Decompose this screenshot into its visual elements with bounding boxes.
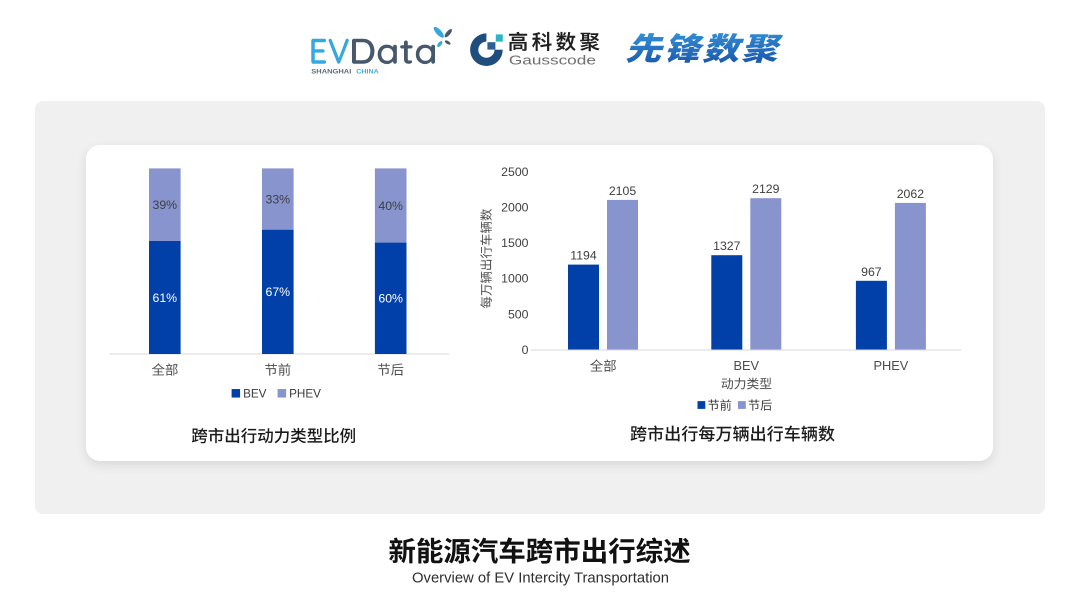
svg-text:0: 0 (522, 343, 529, 357)
svg-text:2500: 2500 (501, 165, 529, 179)
svg-text:BEV: BEV (243, 387, 267, 400)
svg-text:39%: 39% (152, 198, 177, 212)
svg-text:2105: 2105 (609, 184, 637, 198)
svg-text:60%: 60% (378, 292, 403, 306)
svg-text:Gausscode: Gausscode (509, 52, 596, 67)
svg-text:1327: 1327 (713, 239, 741, 253)
svg-text:PHEV: PHEV (289, 387, 321, 400)
svg-text:Overview of EV Intercity Trans: Overview of EV Intercity Transportation (412, 570, 669, 587)
svg-text:33%: 33% (265, 192, 290, 206)
svg-text:967: 967 (861, 265, 882, 279)
svg-text:CHINA: CHINA (356, 69, 379, 76)
svg-text:61%: 61% (152, 291, 177, 305)
svg-text:PHEV: PHEV (873, 358, 908, 373)
svg-text:BEV: BEV (733, 358, 759, 373)
svg-text:1194: 1194 (570, 249, 597, 263)
svg-text:500: 500 (508, 307, 529, 321)
svg-text:2062: 2062 (897, 187, 925, 201)
svg-text:67%: 67% (265, 285, 290, 299)
svg-text:40%: 40% (378, 199, 403, 213)
svg-text:2000: 2000 (501, 201, 529, 215)
svg-text:1000: 1000 (501, 272, 529, 286)
svg-text:1500: 1500 (501, 236, 529, 250)
svg-text:SHANGHAI: SHANGHAI (311, 69, 351, 76)
svg-text:2129: 2129 (752, 182, 780, 196)
